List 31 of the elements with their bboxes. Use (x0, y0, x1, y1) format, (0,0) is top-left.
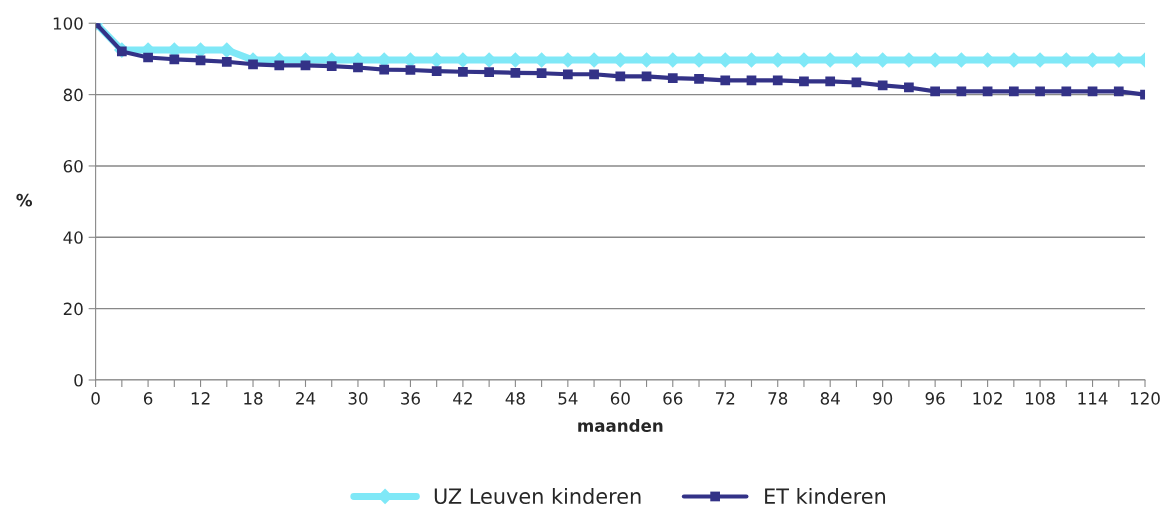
x-tick-label: 120 (1130, 392, 1160, 405)
y-tick-label: 0 (74, 373, 83, 387)
x-tick-label: 102 (973, 392, 1002, 405)
legend-label: ET kinderen (765, 487, 886, 505)
x-tick-label: 108 (1026, 392, 1055, 405)
x-axis-title: maanden (578, 419, 663, 432)
x-tick-label: 96 (925, 392, 945, 405)
x-tick-label: 54 (558, 392, 578, 405)
legend-label: UZ Leuven kinderen (434, 487, 641, 505)
y-tick-label: 40 (63, 231, 83, 244)
x-tick-label: 24 (296, 392, 316, 405)
x-tick-label: 36 (401, 392, 420, 405)
x-tick-label: 114 (1078, 392, 1108, 405)
x-tick-label: 78 (768, 392, 788, 405)
y-axis-title: % (16, 193, 33, 207)
x-tick-label: 84 (820, 392, 840, 405)
x-tick-label: 18 (244, 392, 263, 405)
y-tick-label: 20 (63, 302, 83, 316)
y-tick-label: 100 (53, 17, 83, 30)
x-tick-label: 12 (191, 392, 210, 405)
y-tick-label: 60 (63, 159, 83, 173)
x-tick-label: 30 (348, 392, 368, 405)
x-tick-label: 42 (453, 392, 472, 405)
x-tick-label: 0 (91, 392, 100, 405)
x-tick-label: 60 (610, 392, 630, 405)
x-tick-label: 72 (716, 392, 735, 405)
x-tick-label: 66 (663, 392, 683, 405)
x-tick-label: 6 (143, 392, 153, 405)
x-tick-label: 90 (873, 392, 893, 405)
x-tick-label: 48 (505, 392, 525, 405)
y-tick-label: 80 (63, 88, 83, 102)
